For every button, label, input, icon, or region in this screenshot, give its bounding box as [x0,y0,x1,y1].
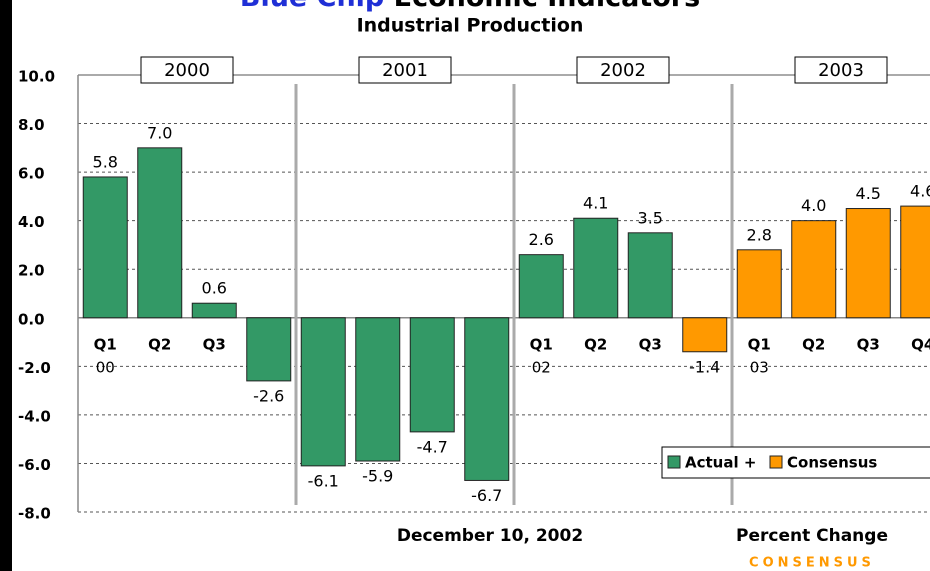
legend-box [661,446,930,479]
date: December 10, 2002 [397,526,583,546]
title-highlight: Blue Chip [240,0,384,13]
y-tick-label: 2.0 [18,262,45,280]
y-tick-label: 8.0 [18,116,45,134]
subtitle: Industrial Production [357,15,584,37]
x-tick-label: Q1 [530,336,553,354]
bar [518,254,564,319]
left-edge [0,0,12,571]
value-label: -1.4 [689,357,720,376]
value-label: 2.8 [747,225,772,244]
y-tick-label: 0.0 [18,310,45,328]
group-box [576,56,670,84]
bar [791,220,837,319]
value-label: 4.1 [583,194,608,213]
value-label: 0.6 [202,279,227,298]
y-tick-label: -2.0 [18,359,51,377]
x-tick-label: Q4 [911,336,930,354]
legend-swatch [769,455,783,469]
y-tick-label: -4.0 [18,407,51,425]
x-tick-label: Q2 [584,336,607,354]
x-tick-label: Q2 [802,336,825,354]
value-label: -5.9 [362,467,393,486]
group-box [140,56,234,84]
bar [191,302,237,319]
bar [627,232,673,319]
bar [82,176,128,319]
x-tick-label: Q2 [148,336,171,354]
bar [355,317,401,462]
unit-note: Percent Change [736,526,888,546]
group-code: 00 [96,359,115,377]
group-code: 03 [750,359,769,377]
value-label: 4.6 [910,182,930,201]
y-tick-label: 6.0 [18,165,45,183]
bar [682,317,728,353]
group-code: 02 [532,359,551,377]
group-label: 2001 [382,60,428,81]
value-label: -6.7 [471,486,502,505]
group-label: 2000 [164,60,210,81]
value-label: -2.6 [253,386,284,405]
value-label: 5.8 [93,152,118,171]
bar [573,217,619,319]
x-tick-label: Q1 [94,336,117,354]
bar [464,317,510,481]
bar [246,317,292,382]
value-label: 2.6 [529,230,554,249]
value-label: 4.0 [801,196,826,215]
x-tick-label: Q3 [857,336,880,354]
y-tick-label: -6.0 [18,456,51,474]
legend-swatch [667,455,681,469]
bar [900,205,930,319]
y-tick-label: -8.0 [18,505,51,523]
x-tick-label: Q3 [203,336,226,354]
bar [137,147,183,319]
legend-label: Consensus [787,454,877,472]
brand: CONSENSUS [749,556,875,571]
bar [409,317,455,433]
legend-label: Actual + [685,454,756,472]
group-box [794,56,888,84]
group-label: 2002 [600,60,646,81]
title-rest: Economic Indicators [394,0,700,13]
group-label: 2003 [818,60,864,81]
bar [845,208,891,319]
group-box [358,56,452,84]
title: Blue Chip Economic Indicators [240,0,700,13]
x-tick-label: Q3 [639,336,662,354]
value-label: 7.0 [147,123,172,142]
value-label: -6.1 [308,471,339,490]
value-label: 4.5 [856,184,881,203]
value-label: -4.7 [417,437,448,456]
x-tick-label: Q1 [748,336,771,354]
value-label: 3.5 [638,208,663,227]
y-tick-label: 10.0 [18,68,55,86]
bar [736,249,782,319]
bar [300,317,346,467]
y-tick-label: 4.0 [18,213,45,231]
